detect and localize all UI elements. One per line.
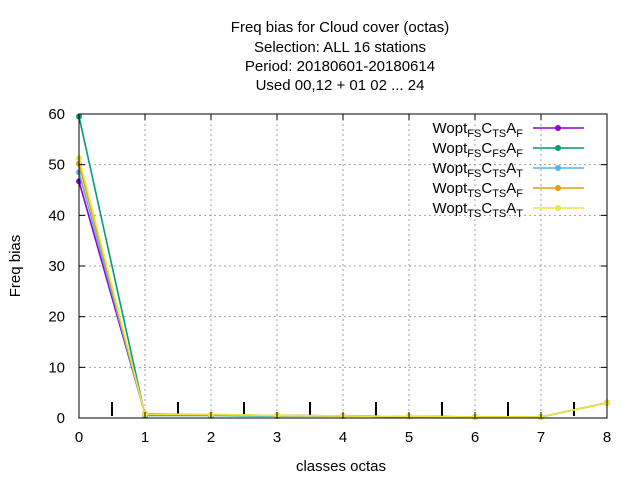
title-line-3: Period: 20180601-20180614	[245, 58, 435, 75]
legend-label: WoptFSCTSAT	[433, 160, 524, 180]
y-tick-label: 50	[48, 157, 65, 174]
y-tick-label: 30	[48, 258, 65, 275]
x-tick-label: 3	[273, 429, 281, 446]
title-line-2: Selection: ALL 16 stations	[254, 39, 426, 56]
x-tick-label: 7	[537, 429, 545, 446]
legend-entry-3: WoptFSCTSAT	[433, 160, 584, 180]
series-line	[78, 116, 608, 418]
legend-swatch-point	[555, 205, 561, 211]
legend: WoptFSCTSAFWoptFSCFSAFWoptFSCTSATWoptTSC…	[433, 120, 584, 220]
x-tick-label: 2	[207, 429, 215, 446]
legend-swatch-point	[555, 185, 561, 191]
x-tick-label: 4	[339, 429, 347, 446]
axis-ticks: 0 1 2 3 4 5 6 7 8 0 10 20 30 40 50 60	[48, 106, 611, 446]
bin-markers	[111, 402, 575, 416]
legend-entry-4: WoptTSCTSAF	[433, 180, 584, 200]
legend-label: WoptTSCTSAF	[433, 180, 524, 200]
legend-entry-2: WoptFSCFSAF	[433, 140, 584, 160]
series-line	[78, 157, 608, 418]
legend-swatch-point	[555, 125, 561, 131]
x-tick-label: 5	[405, 429, 413, 446]
legend-label: WoptFSCTSAF	[433, 120, 524, 140]
y-tick-label: 60	[48, 106, 65, 123]
chart-title: Freq bias for Cloud cover (octas) Select…	[231, 19, 449, 94]
x-tick-label: 0	[75, 429, 83, 446]
y-tick-label: 10	[48, 359, 65, 376]
legend-label: WoptFSCFSAF	[433, 140, 524, 160]
x-tick-label: 1	[141, 429, 149, 446]
y-tick-label: 20	[48, 309, 65, 326]
legend-swatch-point	[555, 165, 561, 171]
y-tick-label: 40	[48, 207, 65, 224]
legend-entry-5: WoptTSCTSAT	[433, 200, 584, 220]
y-axis-label: Freq bias	[7, 235, 24, 298]
title-line-4: Used 00,12 + 01 02 ... 24	[256, 77, 425, 94]
grid	[78, 113, 608, 419]
x-axis-label: classes octas	[296, 458, 386, 475]
title-line-1: Freq bias for Cloud cover (octas)	[231, 19, 449, 36]
legend-swatch-point	[555, 145, 561, 151]
x-tick-label: 6	[471, 429, 479, 446]
legend-label: WoptTSCTSAT	[433, 200, 524, 220]
x-tick-label: 8	[603, 429, 611, 446]
y-tick-label: 0	[57, 410, 65, 427]
legend-entry-1: WoptFSCTSAF	[433, 120, 584, 140]
